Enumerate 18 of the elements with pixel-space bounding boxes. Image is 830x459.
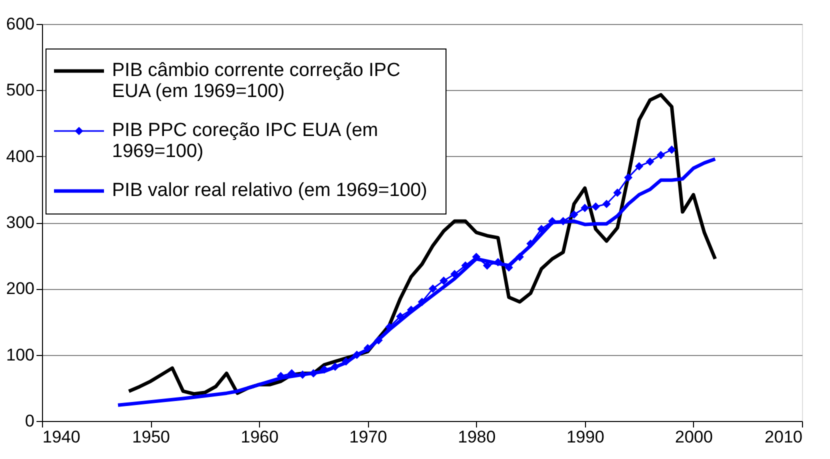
legend-label: PIB valor real relativo (em 1969=100) <box>112 180 428 201</box>
x-tick-label: 1960 <box>240 428 279 446</box>
y-tick-label: 500 <box>6 80 34 100</box>
y-tick-label: 200 <box>6 279 34 298</box>
x-tick-label: 2000 <box>675 428 713 446</box>
y-tick-label: 600 <box>6 14 34 34</box>
y-tick-label: 300 <box>6 213 34 232</box>
y-tick-label: 400 <box>6 146 34 166</box>
x-tick-label: 2010 <box>764 428 802 446</box>
x-tick-label: 1980 <box>458 428 496 446</box>
x-tick-label: 1940 <box>42 428 80 446</box>
legend-label: PIB PPC coreção IPC EUA (em 1969=100) <box>112 120 378 162</box>
y-tick-label: 100 <box>6 345 34 364</box>
x-tick-label: 1950 <box>132 428 170 446</box>
x-tick-label: 1970 <box>349 428 388 446</box>
legend-label: PIB câmbio corrente correção IPC EUA (em 1969=100) <box>112 60 400 102</box>
x-tick-label: 1990 <box>566 428 604 446</box>
y-tick-label: 0 <box>25 412 34 430</box>
